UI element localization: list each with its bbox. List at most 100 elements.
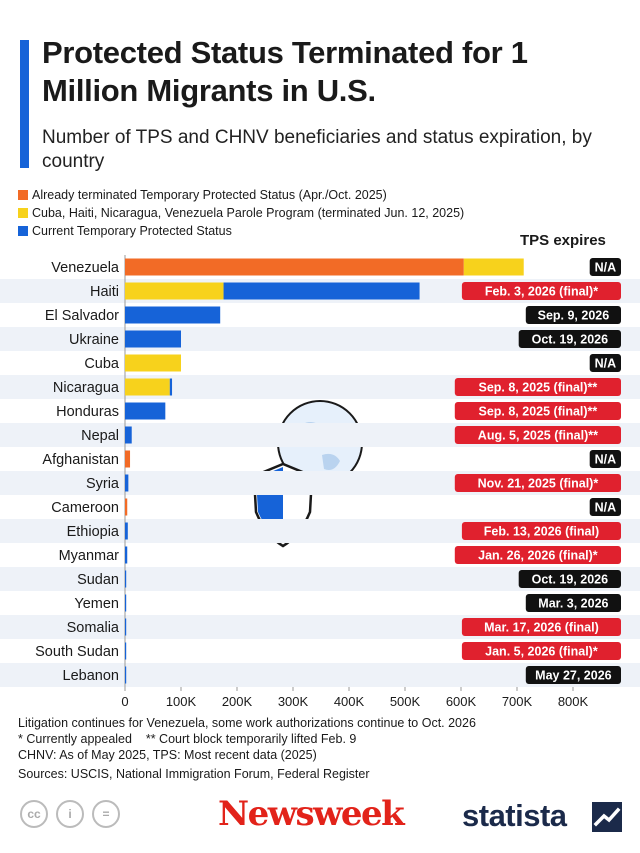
bar-current (125, 522, 128, 540)
chart-subtitle: Number of TPS and CHNV beneficiaries and… (42, 127, 592, 172)
category-label: Sudan (77, 572, 119, 588)
bar-current (125, 546, 128, 564)
license-icons: cc i = (20, 800, 120, 828)
expiry-badge (589, 258, 621, 276)
category-label: Cuba (84, 356, 120, 372)
category-label: El Salvador (45, 308, 119, 324)
legend: Already terminated Temporary Protected S… (18, 186, 464, 240)
category-label: Ethiopia (67, 524, 120, 540)
x-tick-label: 400K (334, 694, 365, 709)
expiry-badge (525, 666, 621, 684)
bar-current (125, 402, 166, 420)
by-icon[interactable]: i (56, 800, 84, 828)
bar-chart: Venezuela N/A Haiti Feb. 3, 2026 (final)* El… (0, 255, 640, 709)
note-footnotes: * Currently appealed ** Court block temp… (18, 732, 357, 746)
expiry-badge (518, 570, 621, 588)
expiry-badge (454, 426, 621, 444)
bar-terminated (125, 498, 128, 516)
newsweek-logo[interactable]: Newsweek (218, 794, 405, 834)
x-tick-label: 200K (222, 694, 253, 709)
bar-current (125, 618, 127, 636)
expiry-badge (589, 498, 621, 516)
x-tick-label: 600K (446, 694, 477, 709)
expiry-badge-text: Sep. 9, 2026 (538, 309, 610, 323)
expiry-badge-text: Oct. 19, 2026 (532, 333, 608, 347)
bar-current (125, 666, 127, 684)
expiry-badge-text: Jan. 5, 2026 (final)* (485, 645, 598, 659)
legend-item-current: Current Temporary Protected Status (18, 222, 464, 240)
note-sources: Sources: USCIS, National Immigration For… (18, 767, 370, 781)
legend-label-terminated: Already terminated Temporary Protected S… (32, 188, 387, 202)
expiry-badge (454, 546, 621, 564)
expiry-badge-text: Sep. 8, 2025 (final)** (478, 381, 597, 395)
category-label: Haiti (90, 284, 119, 300)
nd-icon[interactable]: = (92, 800, 120, 828)
note-litigation: Litigation continues for Venezuela, some… (18, 716, 476, 730)
expiry-badge-text: Mar. 3, 2026 (538, 597, 608, 611)
expiry-badge-text: Nov. 21, 2025 (final)* (478, 477, 599, 491)
category-label: Lebanon (63, 668, 119, 684)
expiry-badge-text: Aug. 5, 2025 (final)** (478, 429, 598, 443)
expiry-badge (461, 618, 621, 636)
statista-logo-icon[interactable] (592, 802, 622, 832)
category-label: Myanmar (59, 548, 120, 564)
expiry-badge (589, 450, 621, 468)
expiry-badge (461, 642, 621, 660)
bar-parole (463, 258, 524, 276)
title-accent-bar (20, 40, 29, 168)
expiry-badge (461, 522, 621, 540)
bar-current (125, 330, 181, 348)
legend-label-parole: Cuba, Haiti, Nicaragua, Venezuela Parole… (32, 206, 465, 220)
legend-label-current: Current Temporary Protected Status (32, 224, 232, 238)
x-tick-label: 500K (390, 694, 421, 709)
x-tick-label: 800K (558, 694, 589, 709)
expiry-badge (525, 306, 621, 324)
category-label: Ukraine (69, 332, 119, 348)
category-label: Nicaragua (53, 380, 120, 396)
bar-current (125, 426, 132, 444)
expiry-badge-text: N/A (595, 261, 617, 275)
expiry-badge-text: May 27, 2026 (535, 669, 611, 683)
category-label: Nepal (81, 428, 119, 444)
category-label: Cameroon (51, 500, 119, 516)
expiry-badge-text: N/A (595, 501, 617, 515)
footer: cc i = Newsweek statista (0, 790, 640, 853)
x-tick-label: 300K (278, 694, 309, 709)
category-label: Yemen (74, 596, 119, 612)
legend-swatch-current (18, 226, 28, 236)
category-label: Honduras (56, 404, 119, 420)
legend-swatch-terminated (18, 190, 28, 200)
expiry-badge (518, 330, 621, 348)
expiry-badge (461, 282, 621, 300)
expiry-badge (589, 354, 621, 372)
expiry-badge-text: Oct. 19, 2026 (532, 573, 608, 587)
expiry-badge-text: Feb. 3, 2026 (final)* (485, 285, 598, 299)
note-data-date: CHNV: As of May 2025, TPS: Most recent d… (18, 748, 317, 762)
chart-title: Protected Status Terminated for 1 Millio… (42, 35, 528, 108)
category-label: Syria (86, 476, 120, 492)
legend-item-parole: Cuba, Haiti, Nicaragua, Venezuela Parole… (18, 204, 464, 222)
expiry-badge (454, 378, 621, 396)
bar-current (169, 378, 173, 396)
expiry-badge (454, 402, 621, 420)
expiry-badge-text: Sep. 8, 2025 (final)** (478, 405, 597, 419)
bar-current (125, 474, 129, 492)
bar-current (125, 642, 127, 660)
bar-parole (125, 378, 170, 396)
tps-expires-header: TPS expires (520, 232, 606, 249)
bar-parole (125, 282, 224, 300)
category-label: South Sudan (35, 644, 119, 660)
expiry-badge-text: Mar. 17, 2026 (final) (484, 621, 599, 635)
cc-icon[interactable]: cc (20, 800, 48, 828)
category-label: Afghanistan (42, 452, 119, 468)
x-tick-label: 700K (502, 694, 533, 709)
bar-terminated (125, 258, 464, 276)
legend-swatch-parole (18, 208, 28, 218)
bar-parole (125, 354, 181, 372)
expiry-badge-text: N/A (595, 357, 617, 371)
bar-current (125, 594, 127, 612)
notes: Litigation continues for Venezuela, some… (18, 715, 476, 782)
expiry-badge-text: N/A (595, 453, 617, 467)
statista-logo-text[interactable]: statista (462, 798, 567, 833)
expiry-badge-text: Jan. 26, 2026 (final)* (478, 549, 598, 563)
